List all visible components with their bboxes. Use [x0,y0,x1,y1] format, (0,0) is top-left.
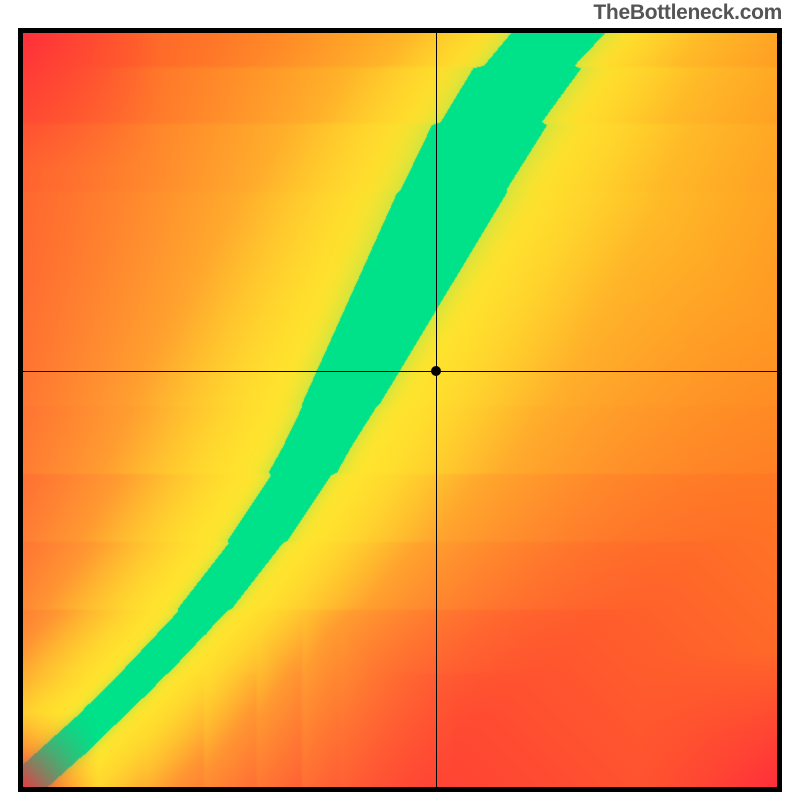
chart-frame [18,28,782,792]
watermark-text: TheBottleneck.com [593,1,782,25]
heatmap-canvas [23,33,777,787]
chart-container: TheBottleneck.com [0,0,800,800]
